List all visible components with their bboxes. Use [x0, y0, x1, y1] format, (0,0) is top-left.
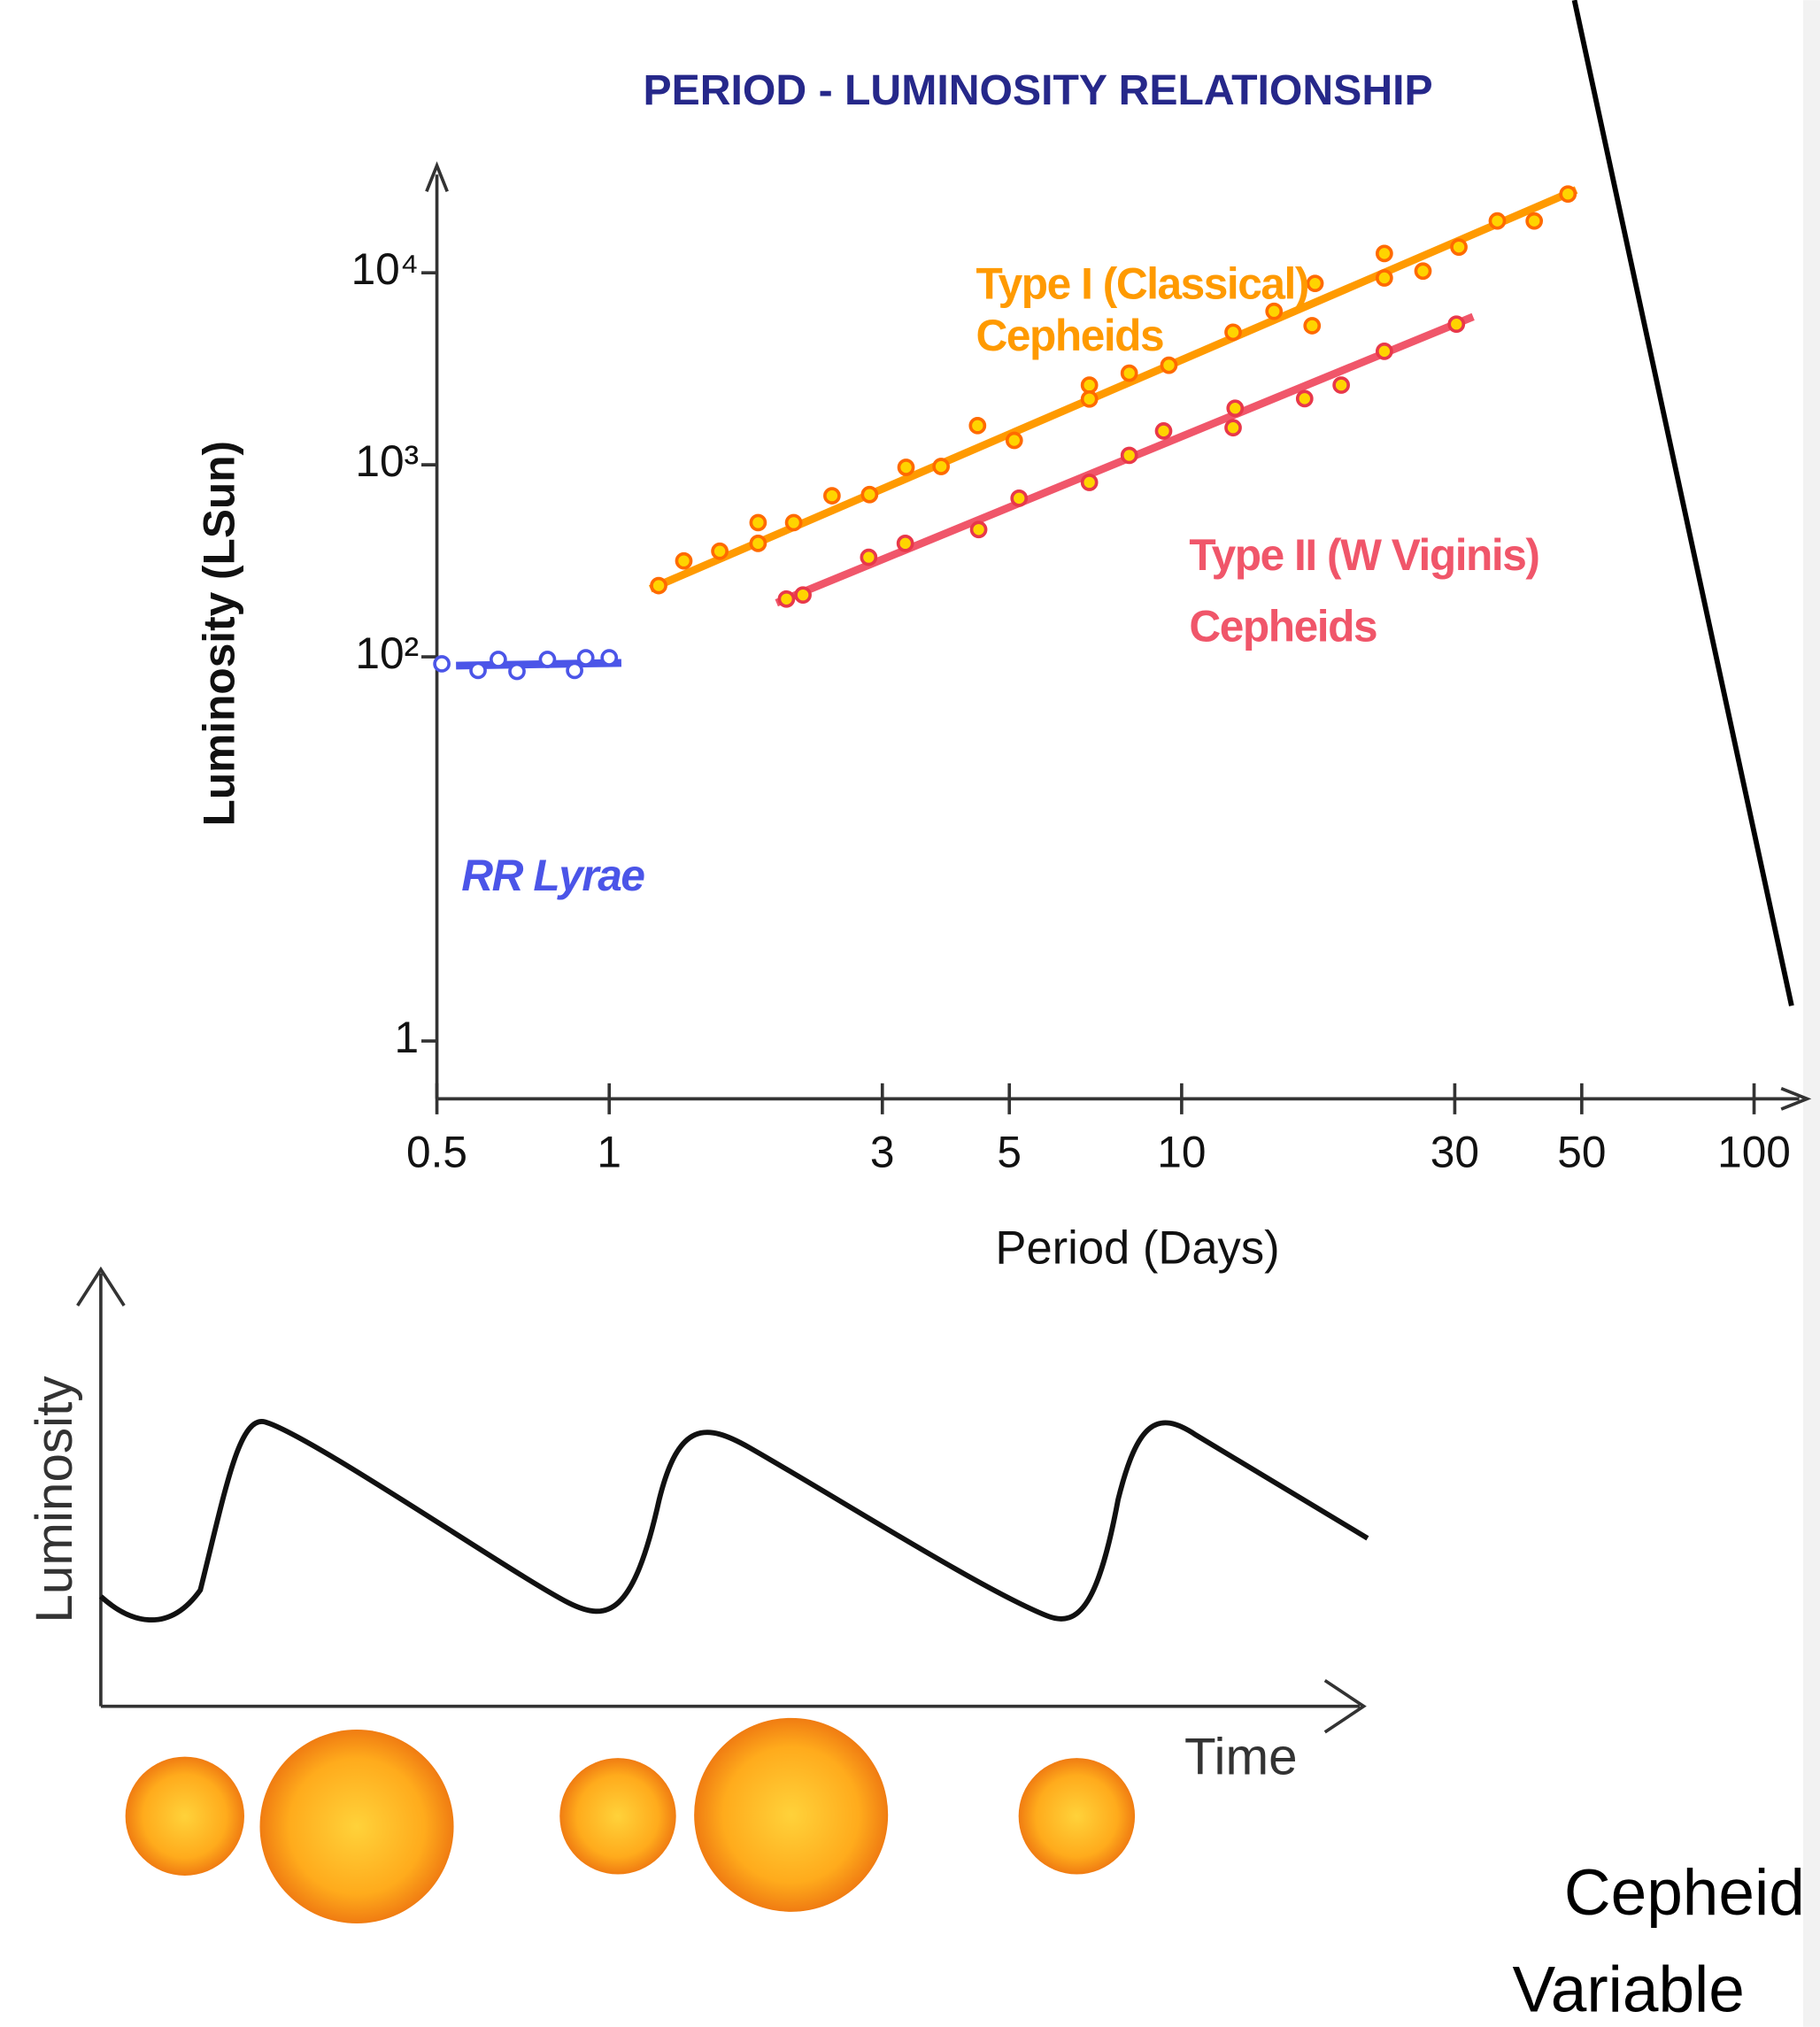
- data-point: [896, 534, 914, 552]
- data-point: [1265, 302, 1284, 320]
- data-point: [1080, 474, 1099, 491]
- data-point: [1303, 317, 1322, 335]
- x-tick-label: 1: [597, 1128, 621, 1177]
- series: Type II (W Viginis) Cepheids: [775, 312, 1540, 651]
- x-tick-label: 5: [997, 1128, 1022, 1177]
- data-point: [576, 649, 595, 667]
- data-point: [1376, 244, 1393, 263]
- data-point: [675, 551, 693, 570]
- star: [559, 1758, 676, 1875]
- data-point: [1414, 262, 1432, 281]
- data-point: [1376, 343, 1393, 360]
- data-point: [1559, 185, 1577, 204]
- pointer-line: [1571, 0, 1794, 1006]
- data-point: [823, 487, 841, 505]
- pulsation-diagram: Luminosity Time: [26, 1266, 1369, 1923]
- series: Type I (Classical) Cepheids: [648, 185, 1578, 595]
- series-label: Type I (Classical) Cepheids: [976, 258, 1307, 359]
- luminosity-curve: [98, 1419, 1369, 1622]
- x-tick-label: 0.5: [406, 1128, 467, 1177]
- data-point: [1332, 376, 1350, 394]
- star: [694, 1717, 889, 1912]
- data-point: [433, 655, 451, 673]
- data-point: [794, 586, 812, 605]
- data-point: [1224, 323, 1242, 342]
- data-point: [711, 542, 729, 560]
- data-point: [1226, 399, 1245, 418]
- slide-text: Variable: [1512, 1954, 1744, 2026]
- y-tick-label: 10³: [355, 436, 419, 486]
- diagram-y-label: Luminosity: [26, 1376, 83, 1623]
- data-point: [1005, 431, 1023, 450]
- fit-line: [648, 186, 1578, 593]
- chart-title: PERIOD - LUMINOSITY RELATIONSHIP: [643, 66, 1432, 114]
- x-tick-label: 30: [1431, 1128, 1479, 1177]
- diagram-x-axis: [100, 1678, 1367, 1734]
- data-point: [1488, 212, 1507, 230]
- data-point: [860, 548, 878, 566]
- data-point: [777, 590, 796, 608]
- x-tick-label: 100: [1717, 1128, 1791, 1177]
- data-point: [749, 513, 767, 532]
- data-point: [968, 416, 987, 435]
- series: RR Lyrae: [433, 649, 646, 900]
- data-point: [508, 662, 526, 681]
- data-point: [1160, 356, 1178, 374]
- data-point: [897, 459, 915, 476]
- data-point: [490, 651, 507, 668]
- diagram-x-label: Time: [1184, 1728, 1298, 1785]
- x-tick-label: 50: [1557, 1128, 1606, 1177]
- series-label: RR Lyrae: [461, 851, 644, 900]
- data-point: [860, 485, 879, 504]
- data-point: [932, 458, 950, 475]
- y-tick-label: 10²: [355, 628, 419, 678]
- data-point: [469, 661, 487, 680]
- y-axis-label: Luminosity (LSun): [194, 441, 243, 827]
- data-point: [1224, 419, 1242, 437]
- x-axis-label: Period (Days): [995, 1222, 1279, 1275]
- data-point: [1295, 389, 1314, 408]
- data-point: [600, 649, 619, 667]
- data-point: [1120, 446, 1138, 465]
- data-point: [650, 576, 667, 595]
- data-point: [749, 534, 767, 552]
- data-point: [784, 513, 803, 532]
- data-point: [1080, 389, 1099, 408]
- data-point: [1154, 422, 1173, 440]
- slide-text: Cepheid: [1564, 1857, 1805, 1929]
- data-point: [538, 651, 557, 668]
- y-axis: [425, 161, 449, 1099]
- y-tick-label: 10⁴: [351, 244, 420, 294]
- data-point: [1376, 269, 1393, 287]
- data-point: [1306, 274, 1324, 293]
- data-point: [1450, 238, 1468, 257]
- star: [1018, 1758, 1136, 1875]
- data-point: [1525, 212, 1544, 230]
- x-axis: [436, 1086, 1812, 1111]
- side-panel: [1803, 0, 1820, 2027]
- x-tick-label: 10: [1157, 1128, 1206, 1177]
- data-point: [969, 520, 988, 539]
- x-tick-label: 3: [870, 1128, 895, 1177]
- series-label: Type II (W Viginis) Cepheids: [1189, 530, 1539, 651]
- data-point: [566, 661, 583, 680]
- y-tick-label: 1: [395, 1013, 420, 1062]
- data-point: [1447, 315, 1466, 334]
- data-point: [1120, 364, 1138, 382]
- diagram-y-axis: [76, 1266, 126, 1707]
- data-point: [1010, 489, 1029, 507]
- star: [259, 1729, 454, 1923]
- star: [125, 1756, 244, 1876]
- data-point: [1080, 376, 1099, 394]
